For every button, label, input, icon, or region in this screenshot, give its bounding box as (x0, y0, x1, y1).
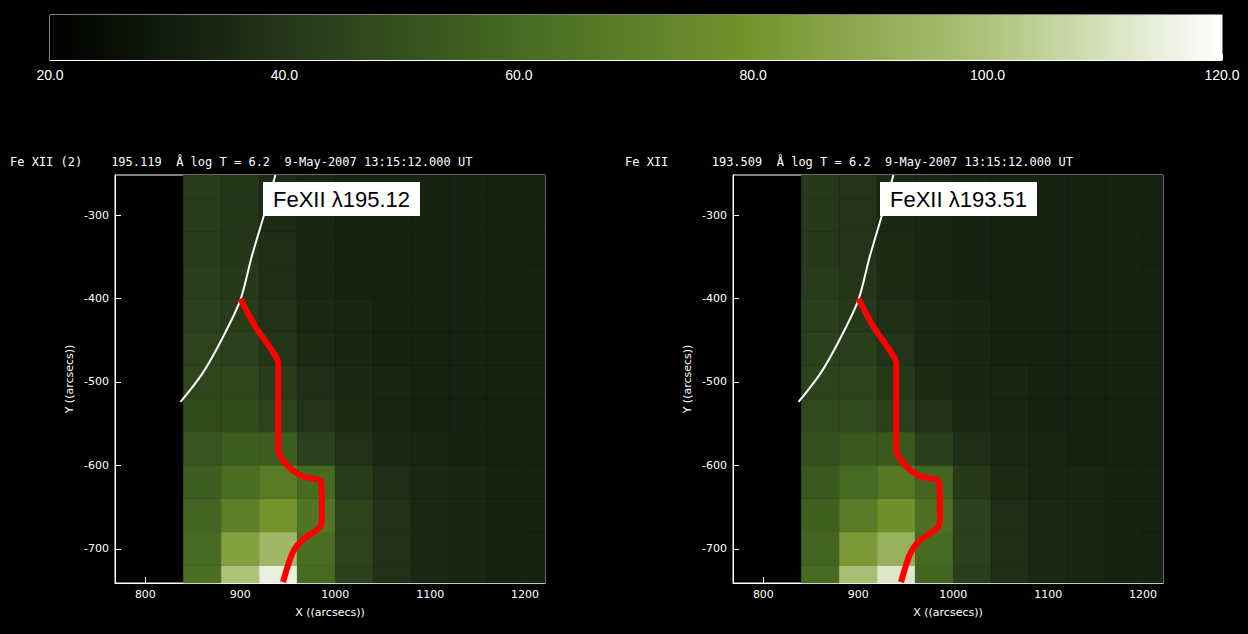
svg-text:80.0: 80.0 (740, 67, 767, 83)
svg-text:Fe XII (2) 195.119 Å log T: Fe XII (2) 195.119 Å log T = 6.2 9-May-2… (10, 154, 472, 169)
svg-text:900: 900 (230, 588, 251, 601)
svg-text:100.0: 100.0 (970, 67, 1005, 83)
svg-text:-300: -300 (702, 209, 727, 222)
svg-text:120.0: 120.0 (1204, 67, 1239, 83)
svg-text:40.0: 40.0 (271, 67, 298, 83)
svg-text:-600: -600 (702, 459, 727, 472)
svg-text:FeXII λ193.51: FeXII λ193.51 (890, 187, 1027, 212)
svg-text:1100: 1100 (416, 588, 444, 601)
svg-text:X ((arcsecs)): X ((arcsecs)) (295, 606, 365, 619)
svg-text:1000: 1000 (939, 588, 967, 601)
svg-text:-400: -400 (702, 292, 727, 305)
svg-text:800: 800 (753, 588, 774, 601)
svg-text:1100: 1100 (1034, 588, 1062, 601)
svg-text:Fe XII 193.509 Å log T =: Fe XII 193.509 Å log T = 6.2 9-May-2007 … (625, 154, 1073, 169)
svg-text:-300: -300 (84, 209, 109, 222)
svg-text:Y ((arcsecs)): Y ((arcsecs)) (63, 345, 76, 415)
svg-text:-500: -500 (702, 375, 727, 388)
svg-text:800: 800 (135, 588, 156, 601)
svg-text:X ((arcsecs)): X ((arcsecs)) (913, 606, 983, 619)
svg-text:1200: 1200 (511, 588, 539, 601)
svg-text:60.0: 60.0 (505, 67, 532, 83)
svg-text:-700: -700 (702, 542, 727, 555)
svg-text:900: 900 (848, 588, 869, 601)
svg-text:-700: -700 (84, 542, 109, 555)
svg-text:Y ((arcsecs)): Y ((arcsecs)) (681, 345, 694, 415)
svg-text:-600: -600 (84, 459, 109, 472)
svg-text:-500: -500 (84, 375, 109, 388)
svg-text:-400: -400 (84, 292, 109, 305)
svg-text:1000: 1000 (321, 588, 349, 601)
svg-text:1200: 1200 (1129, 588, 1157, 601)
svg-text:20.0: 20.0 (36, 67, 63, 83)
svg-text:FeXII λ195.12: FeXII λ195.12 (273, 187, 410, 212)
